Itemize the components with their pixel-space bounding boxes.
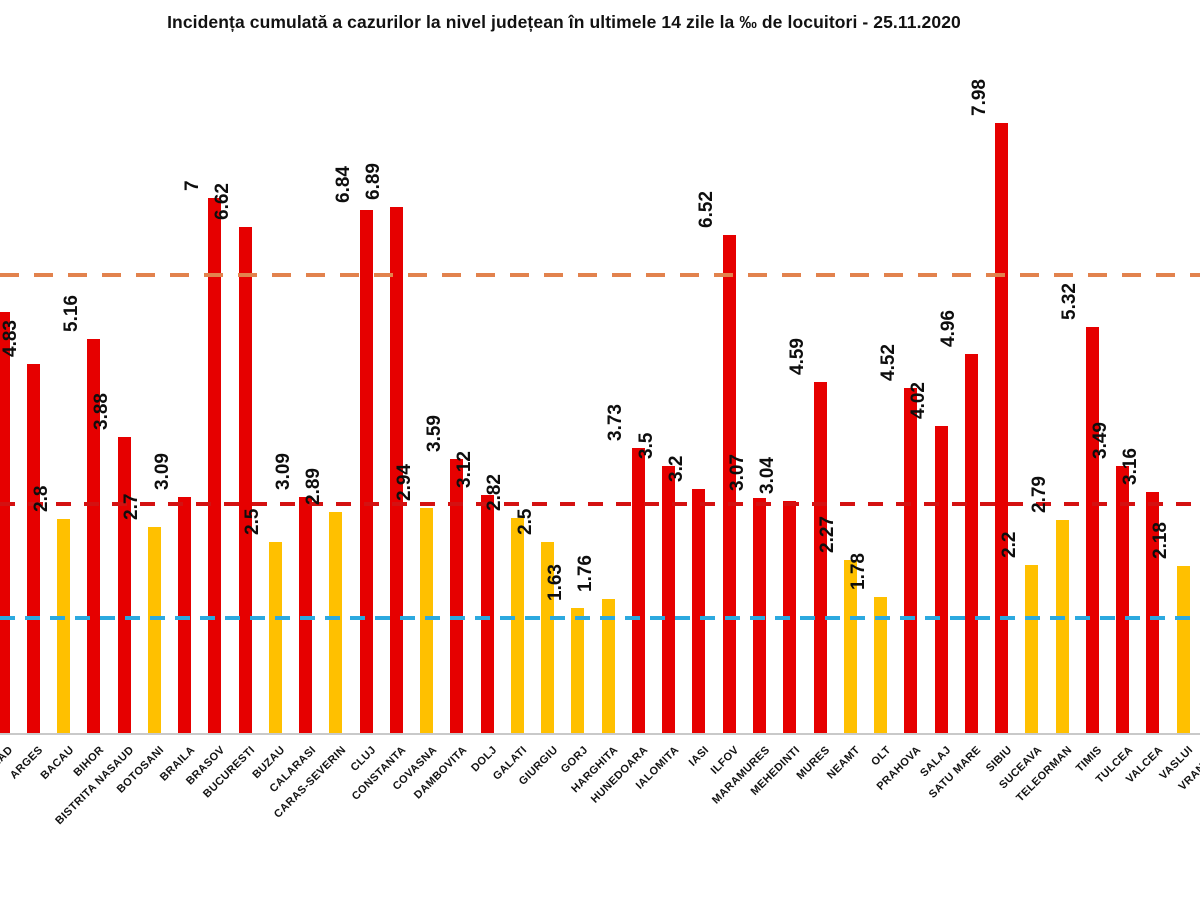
chart-title: Incidența cumulată a cazurilor la nivel … xyxy=(167,12,961,32)
value-label-galati: 2.82 xyxy=(484,473,506,511)
bar-timis xyxy=(1085,326,1099,733)
bar-valcea xyxy=(1146,491,1160,733)
bar-brasov xyxy=(208,198,222,733)
bar-mures xyxy=(813,382,827,733)
value-label-bacau: 2.8 xyxy=(30,485,52,513)
bar-iasi xyxy=(692,488,706,733)
value-label-ialomita: 3.5 xyxy=(635,432,657,459)
bar-covasna xyxy=(420,508,434,733)
bar-dolj xyxy=(480,494,494,733)
value-label-gorj: 1.63 xyxy=(544,564,566,602)
value-label-arges: 4.83 xyxy=(0,320,22,357)
bar-suceava xyxy=(1025,564,1039,733)
value-label-botosani: 2.7 xyxy=(121,493,143,520)
bar-bacau xyxy=(57,519,71,733)
value-label-valcea: 3.16 xyxy=(1119,447,1141,485)
axis-label-iasi: IASI xyxy=(686,744,712,769)
value-label-ilfov: 6.52 xyxy=(696,190,718,228)
bar-buzau xyxy=(268,542,282,733)
bar-hunedoara xyxy=(631,448,645,733)
value-label-olt: 1.78 xyxy=(847,553,869,590)
bar-arges xyxy=(26,363,40,733)
value-label-salaj: 4.02 xyxy=(908,381,930,419)
bar-salaj xyxy=(934,425,948,733)
value-label-prahova: 4.52 xyxy=(877,343,899,381)
bar-sibiu xyxy=(995,123,1009,733)
value-label-hunedoara: 3.73 xyxy=(605,404,627,442)
value-label-satu-mare: 4.96 xyxy=(938,310,960,348)
value-label-mures: 4.59 xyxy=(787,338,809,376)
value-label-neamt: 2.27 xyxy=(817,515,839,553)
value-label-teleorman: 2.79 xyxy=(1029,475,1051,513)
x-axis-line xyxy=(0,733,1200,735)
bar-botosani xyxy=(147,526,161,733)
bar-cluj xyxy=(359,210,373,733)
bar-prahova xyxy=(904,387,918,733)
value-label-bihor: 5.16 xyxy=(60,294,82,332)
value-label-caras-severin: 2.89 xyxy=(302,468,324,506)
bar-caras-severin xyxy=(329,512,343,733)
bar-maramures xyxy=(753,498,766,733)
axis-label-bacau: BACAU xyxy=(38,744,77,782)
value-label-buzau: 2.5 xyxy=(242,508,264,535)
value-label-dambovita: 3.59 xyxy=(423,414,445,452)
value-label-bistrita-nasaud: 3.88 xyxy=(91,392,113,430)
bar-bistrita-nasaud xyxy=(117,436,131,733)
value-label-iasi: 3.2 xyxy=(665,455,687,482)
bar-tulcea xyxy=(1116,466,1130,733)
bar-giurgiu xyxy=(541,542,555,733)
value-label-brasov: 7 xyxy=(181,180,203,192)
threshold-line-3 xyxy=(0,501,1200,506)
bar-galati xyxy=(510,517,524,733)
value-label-timis: 5.32 xyxy=(1059,282,1081,320)
bar-vaslui xyxy=(1176,566,1190,733)
value-label-giurgiu: 2.5 xyxy=(514,508,536,535)
value-label-sibiu: 7.98 xyxy=(968,79,990,117)
bar-constanta xyxy=(389,206,403,733)
value-label-suceava: 2.2 xyxy=(998,531,1020,558)
value-label-calarasi: 3.09 xyxy=(272,452,294,490)
bar-arad xyxy=(0,312,10,733)
threshold-line-1-5 xyxy=(0,616,1200,621)
bar-harghita xyxy=(601,598,615,733)
value-label-vaslui: 2.18 xyxy=(1150,522,1172,560)
bar-bihor xyxy=(87,338,101,733)
value-label-braila: 3.09 xyxy=(151,452,173,490)
bar-gorj xyxy=(571,608,585,733)
axis-label-olt: OLT xyxy=(868,744,894,769)
bar-ialomita xyxy=(662,465,676,733)
value-label-maramures: 3.07 xyxy=(726,454,748,492)
value-label-covasna: 2.94 xyxy=(393,464,415,502)
axis-label-neamt: NEAMT xyxy=(825,744,863,782)
bar-satu-mare xyxy=(964,354,978,733)
value-label-bucuresti: 6.62 xyxy=(212,183,234,221)
bar-bucuresti xyxy=(238,227,252,733)
value-label-tulcea: 3.49 xyxy=(1089,422,1111,460)
axis-label-teleorman: TELEORMAN xyxy=(1014,744,1075,805)
value-label-constanta: 6.89 xyxy=(363,162,385,200)
bar-dambovita xyxy=(450,458,464,733)
bar-ilfov xyxy=(722,234,736,733)
bar-neamt xyxy=(843,559,857,733)
value-label-harghita: 1.76 xyxy=(575,554,597,592)
value-label-dolj: 3.12 xyxy=(454,450,476,488)
bar-olt xyxy=(874,597,888,733)
value-label-cluj: 6.84 xyxy=(333,166,355,204)
bar-calarasi xyxy=(299,496,313,733)
bar-teleorman xyxy=(1055,519,1069,733)
threshold-line-6 xyxy=(0,272,1200,277)
value-label-mehedinti: 3.04 xyxy=(756,456,778,494)
bar-braila xyxy=(178,496,192,733)
